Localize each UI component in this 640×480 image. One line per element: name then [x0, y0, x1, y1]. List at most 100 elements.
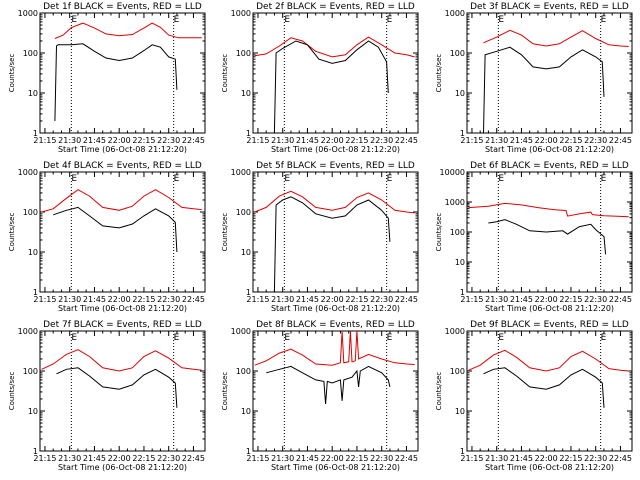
x-tick-label: 22:00: [108, 136, 131, 145]
series-lld: [468, 202, 629, 218]
series-lld: [254, 190, 415, 214]
y-tick-label: 100: [23, 49, 38, 58]
y-tick-label: 10: [28, 407, 38, 416]
x-tick-label: 22:00: [321, 136, 344, 145]
x-tick-label: 21:45: [296, 454, 319, 463]
event-marker: E: [284, 174, 290, 184]
y-tick-label: 1: [33, 129, 38, 138]
series-lld: [54, 22, 202, 39]
x-tick-label: 22:00: [108, 295, 131, 304]
plot-frame: [252, 171, 419, 293]
y-tick-label: 10: [241, 407, 251, 416]
x-tick-label: 22:45: [609, 295, 632, 304]
y-axis-label: Counts/sec: [8, 372, 16, 411]
x-tick-label: 21:15: [460, 454, 483, 463]
plot-frame: [39, 12, 206, 134]
y-tick-label: 10: [241, 248, 251, 257]
event-marker: E: [71, 15, 77, 25]
y-tick-label: 100: [236, 367, 251, 376]
y-tick-label: 1: [246, 447, 251, 456]
y-tick-label: 1: [460, 129, 465, 138]
series-events: [56, 367, 178, 408]
x-tick-label: 21:45: [510, 454, 533, 463]
series-lld: [254, 36, 415, 58]
y-tick-label: 1000: [231, 327, 251, 336]
x-tick-label: 21:30: [58, 136, 81, 145]
series-lld: [254, 330, 415, 366]
x-tick-label: 22:00: [535, 295, 558, 304]
x-tick-label: 22:30: [370, 295, 393, 304]
x-tick-label: 22:45: [182, 295, 205, 304]
x-tick-label: 21:30: [58, 454, 81, 463]
panel-title: Det 4f BLACK = Events, RED = LLD: [43, 161, 202, 171]
y-axis-label: Counts/sec: [221, 54, 229, 93]
x-tick-label: 22:15: [132, 136, 155, 145]
x-tick-label: 22:30: [584, 454, 607, 463]
x-axis-label: Start Time (06-Oct-08 21:12:20): [485, 145, 614, 154]
y-tick-label: 10: [455, 407, 465, 416]
panel-7: Det 7f BLACK = Events, RED = LLD 1 10 100 10…: [8, 320, 206, 472]
x-axis-label: Start Time (06-Oct-08 21:12:20): [485, 463, 614, 472]
x-tick-label: 21:15: [246, 136, 269, 145]
x-tick-label: 22:30: [584, 295, 607, 304]
y-axis-label: Counts/sec: [8, 213, 16, 252]
event-marker: E: [174, 333, 180, 343]
x-tick-label: 21:30: [271, 454, 294, 463]
x-tick-label: 21:15: [33, 136, 56, 145]
series-events: [483, 46, 605, 134]
x-tick-label: 21:15: [33, 295, 56, 304]
panel-3: Det 3f BLACK = Events, RED = LLD 1 10 100 10…: [435, 2, 633, 154]
y-tick-label: 100: [236, 49, 251, 58]
y-tick-label: 10: [241, 89, 251, 98]
series-events: [488, 219, 607, 255]
panel-9: Det 9f BLACK = Events, RED = LLD 1 10 100 10…: [435, 320, 633, 472]
x-axis-label: Start Time (06-Oct-08 21:12:20): [271, 463, 400, 472]
y-tick-label: 1000: [231, 168, 251, 177]
y-tick-label: 100: [450, 228, 465, 237]
panel-title: Det 7f BLACK = Events, RED = LLD: [43, 320, 202, 330]
plot-frame: [466, 330, 633, 452]
x-axis-label: Start Time (06-Oct-08 21:12:20): [58, 463, 187, 472]
x-tick-label: 22:15: [132, 295, 155, 304]
x-tick-label: 22:00: [321, 295, 344, 304]
x-tick-label: 21:15: [33, 454, 56, 463]
panel-title: Det 3f BLACK = Events, RED = LLD: [470, 2, 629, 12]
panel-2: Det 2f BLACK = Events, RED = LLD 1 10 100 10…: [221, 2, 419, 154]
x-tick-label: 21:45: [83, 136, 106, 145]
y-axis-label: Counts/sec: [435, 372, 443, 411]
series-lld: [41, 349, 202, 372]
x-tick-label: 21:45: [296, 295, 319, 304]
event-marker: E: [71, 333, 77, 343]
event-marker: E: [284, 333, 290, 343]
y-axis-label: Counts/sec: [221, 372, 229, 411]
y-tick-label: 10: [28, 248, 38, 257]
x-tick-label: 22:30: [157, 454, 180, 463]
panel-title: Det 6f BLACK = Events, RED = LLD: [470, 161, 629, 171]
plot-frame: [39, 330, 206, 452]
x-tick-label: 22:30: [370, 454, 393, 463]
y-tick-label: 1000: [445, 198, 465, 207]
x-tick-label: 22:30: [157, 295, 180, 304]
x-tick-label: 21:30: [485, 136, 508, 145]
panel-1: Det 1f BLACK = Events, RED = LLD 1 10 100 10…: [8, 2, 206, 154]
y-tick-label: 10: [28, 89, 38, 98]
x-tick-label: 22:45: [395, 295, 418, 304]
x-tick-label: 21:30: [485, 454, 508, 463]
x-tick-label: 22:15: [345, 454, 368, 463]
panel-title: Det 5f BLACK = Events, RED = LLD: [256, 161, 415, 171]
x-tick-label: 22:15: [345, 295, 368, 304]
series-lld: [483, 29, 629, 47]
x-tick-label: 22:45: [609, 454, 632, 463]
event-marker: E: [284, 15, 290, 25]
y-tick-label: 100: [450, 367, 465, 376]
x-tick-label: 21:45: [83, 454, 106, 463]
x-tick-label: 22:00: [535, 136, 558, 145]
series-events: [483, 367, 605, 408]
event-marker: E: [498, 333, 504, 343]
series-lld: [468, 349, 629, 372]
x-tick-label: 21:30: [485, 295, 508, 304]
x-tick-label: 22:30: [584, 136, 607, 145]
x-tick-label: 22:30: [370, 136, 393, 145]
event-marker: E: [71, 174, 77, 184]
event-marker: E: [498, 174, 504, 184]
